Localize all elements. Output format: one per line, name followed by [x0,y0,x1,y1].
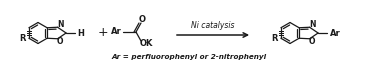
Text: R: R [271,34,278,43]
Text: H: H [77,28,84,37]
Text: N: N [57,20,64,29]
Text: Ar = perfluorophenyl or 2-nitrophenyl: Ar = perfluorophenyl or 2-nitrophenyl [112,54,266,60]
Text: O: O [56,37,63,46]
Text: +: + [98,27,108,40]
Text: O: O [138,15,146,25]
Text: N: N [309,20,315,29]
Text: R: R [19,34,26,43]
Text: Ar: Ar [111,28,122,36]
Text: Ni catalysis: Ni catalysis [191,20,235,29]
Text: OK: OK [139,38,153,48]
Text: O: O [308,37,315,46]
Text: Ar: Ar [330,28,340,37]
